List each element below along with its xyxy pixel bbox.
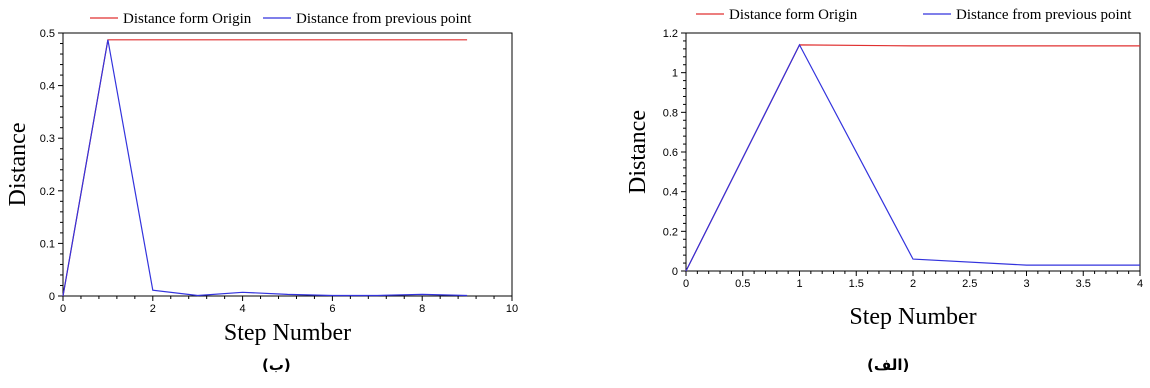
x-axis-title: Step Number (224, 320, 351, 346)
caption-left: (ب) (262, 356, 291, 374)
chart-left: 0 2 4 6 8 10 0 0.1 0.2 0.3 0.4 0.5 Step Number Distan… (5, 11, 518, 346)
x-tick-label: 0 (60, 303, 66, 315)
plot-frame (685, 32, 1141, 272)
chart-right: 0 0.5 1 1.5 2 2.5 3 3.5 4 0 0.2 0.4 0.6 0.8 1 1.2 Step N… (625, 7, 1143, 330)
legend-label-previous: Distance from previous point (956, 7, 1132, 23)
series-line-distance-from-origin (62, 39, 468, 297)
plot-frame (62, 32, 513, 297)
y-tick-label: 0.1 (40, 238, 55, 250)
y-tick-label: 0.8 (663, 107, 678, 119)
x-axis-title: Step Number (849, 304, 976, 330)
y-axis-title: Distance (625, 110, 651, 194)
y-tick-label: 0.3 (40, 133, 55, 145)
y-axis-title: Distance (5, 123, 31, 207)
x-tick-label: 6 (329, 303, 335, 315)
x-tick-label: 4 (1137, 278, 1143, 290)
legend-label-origin: Distance form Origin (123, 11, 252, 27)
y-tick-label: 0.6 (663, 147, 678, 159)
series-line-distance-from-origin (685, 44, 1140, 272)
y-tick-label: 0.5 (40, 28, 55, 40)
y-tick-label: 0.4 (663, 187, 678, 199)
legend-label-previous: Distance from previous point (296, 11, 472, 27)
legend: Distance form Origin Distance from previo… (696, 7, 1132, 23)
legend: Distance form Origin Distance from previo… (90, 11, 472, 27)
caption-right: (الف) (867, 356, 910, 374)
y-tick-label: 0.2 (663, 226, 678, 238)
x-tick-label: 10 (506, 303, 518, 315)
x-tick-label: 1.5 (849, 278, 864, 290)
legend-label-origin: Distance form Origin (729, 7, 858, 23)
x-tick-label: 0 (683, 278, 689, 290)
x-tick-label: 8 (419, 303, 425, 315)
x-tick-label: 1 (796, 278, 802, 290)
series-line-distance-from-previous (62, 39, 468, 297)
y-tick-label: 0.4 (40, 81, 55, 93)
y-tick-label: 0 (49, 291, 55, 303)
x-tick-label: 0.5 (735, 278, 750, 290)
x-tick-label: 3.5 (1076, 278, 1091, 290)
y-tick-label: 0 (672, 266, 678, 278)
x-tick-label: 4 (240, 303, 246, 315)
y-tick-label: 1 (672, 68, 678, 80)
y-tick-label: 0.2 (40, 186, 55, 198)
x-tick-label: 2.5 (962, 278, 977, 290)
x-tick-label: 2 (910, 278, 916, 290)
x-tick-label: 2 (150, 303, 156, 315)
y-tick-label: 1.2 (663, 28, 678, 40)
series-line-distance-from-previous (685, 43, 1140, 272)
x-tick-label: 3 (1023, 278, 1029, 290)
